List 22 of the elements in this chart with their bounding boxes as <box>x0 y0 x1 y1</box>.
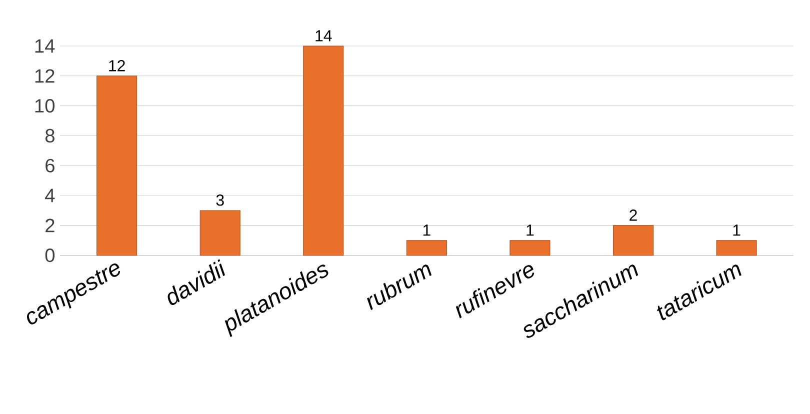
bar <box>612 225 654 256</box>
bar <box>716 240 757 256</box>
data-label: 3 <box>216 194 224 206</box>
data-label: 1 <box>733 224 740 236</box>
y-tick-label: 12 <box>35 69 54 83</box>
data-label: 12 <box>109 60 125 72</box>
y-tick-label: 14 <box>35 39 55 53</box>
y-tick-label: 6 <box>46 158 54 172</box>
bar <box>96 76 138 256</box>
data-label: 2 <box>630 210 637 221</box>
bar <box>303 46 344 256</box>
data-label: 14 <box>316 30 332 42</box>
y-tick-label: 4 <box>45 188 55 202</box>
y-tick-label: 10 <box>35 99 55 113</box>
y-tick-label: 2 <box>46 218 54 232</box>
bar <box>510 240 550 256</box>
data-label: 1 <box>423 224 430 236</box>
y-tick-label: 0 <box>45 248 55 262</box>
data-label: 1 <box>526 224 534 236</box>
bar <box>200 210 240 256</box>
bar <box>406 240 447 256</box>
y-tick-label: 8 <box>45 128 54 143</box>
